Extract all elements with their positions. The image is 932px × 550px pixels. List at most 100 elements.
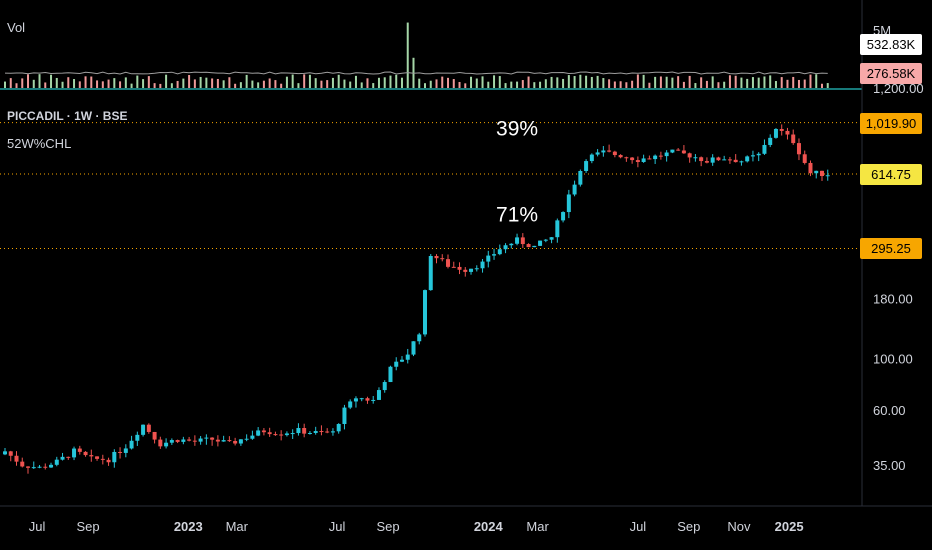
volume-bar <box>619 81 622 88</box>
candle-body <box>710 157 715 163</box>
volume-bar <box>78 81 81 88</box>
x-tick-label: Jul <box>29 519 46 534</box>
volume-bar <box>38 74 41 88</box>
candle-body <box>446 259 451 267</box>
candle-body <box>54 459 59 465</box>
candle-body <box>480 261 485 269</box>
candle-body <box>515 237 520 244</box>
volume-bar <box>573 76 576 88</box>
volume-bar <box>671 77 674 88</box>
volume-bar <box>303 74 306 88</box>
volume-bar <box>257 82 260 88</box>
symbol-title[interactable]: PICCADIL · 1W · BSE <box>7 109 128 123</box>
volume-bar <box>354 75 357 88</box>
candle-body <box>503 245 508 250</box>
volume-bar <box>550 76 553 88</box>
volume-bar <box>654 76 657 88</box>
volume-bar <box>61 81 64 88</box>
volume-bar <box>441 76 444 88</box>
volume-bar <box>222 80 225 88</box>
volume-bar <box>67 77 70 88</box>
volume-bar <box>608 79 611 88</box>
candle-body <box>296 428 301 434</box>
volume-bar <box>234 83 237 88</box>
volume-bar <box>424 83 426 88</box>
volume-bar <box>280 83 283 88</box>
candle-body <box>411 341 416 355</box>
volume-bar <box>705 80 708 88</box>
volume-bar <box>406 22 409 88</box>
candle-body <box>14 455 19 462</box>
candle-body <box>509 243 514 246</box>
candle-body <box>376 390 381 400</box>
volume-bar <box>602 78 605 88</box>
candle-body <box>802 154 807 163</box>
volume-bar <box>176 80 179 88</box>
volume-bar <box>539 81 542 88</box>
candle-body <box>181 439 186 442</box>
candle-body <box>60 456 65 460</box>
volume-bar <box>418 78 421 88</box>
candle-body <box>549 237 554 240</box>
candle-body <box>756 153 761 156</box>
volume-bars <box>4 22 829 88</box>
x-tick-label: Nov <box>727 519 751 534</box>
volume-bar <box>262 80 265 88</box>
volume-bar <box>562 78 565 88</box>
candle-body <box>745 156 750 162</box>
candle-body <box>681 150 686 154</box>
candle-body <box>434 255 439 259</box>
candle-body <box>595 152 600 155</box>
volume-bar <box>9 78 12 88</box>
candle-body <box>135 434 140 441</box>
candle-body <box>238 439 243 444</box>
volume-bar <box>4 81 6 88</box>
x-tick-label: Jul <box>630 519 647 534</box>
candle-body <box>543 239 548 241</box>
volume-bar <box>216 78 219 88</box>
candle-body <box>716 157 721 161</box>
volume-bar <box>268 78 271 88</box>
volume-bar <box>820 83 823 88</box>
y-tick-label: 180.00 <box>873 292 913 307</box>
candle-body <box>371 399 376 401</box>
candle-body <box>463 269 468 272</box>
volume-bar <box>636 74 639 88</box>
candle-body <box>100 458 105 460</box>
volume-badge: 276.58K <box>860 63 922 84</box>
candle-body <box>112 451 117 463</box>
volume-bar <box>452 79 455 88</box>
candle-body <box>353 398 358 402</box>
volume-bar <box>631 80 634 88</box>
candle-body <box>284 433 289 436</box>
indicator-label[interactable]: 52W%CHL <box>7 136 72 151</box>
x-tick-label: Jul <box>329 519 346 534</box>
volume-bar <box>809 74 812 88</box>
candle-body <box>152 431 157 440</box>
y-tick-label: 60.00 <box>873 403 906 418</box>
x-tick-label: Sep <box>76 519 99 534</box>
candle-body <box>336 424 341 432</box>
volume-bar <box>96 80 99 88</box>
volume-bar <box>142 79 145 88</box>
candle-body <box>210 437 215 440</box>
candle-body <box>457 266 462 270</box>
candle-body <box>417 334 422 342</box>
volume-bar <box>147 76 150 88</box>
volume-bar <box>700 77 703 88</box>
candle-body <box>785 130 790 135</box>
candle-body <box>791 134 796 144</box>
candle-body <box>819 170 824 177</box>
volume-bar <box>326 80 329 88</box>
candle-body <box>676 149 681 151</box>
volume-bar <box>504 83 507 88</box>
volume-bar <box>107 79 110 88</box>
volume-bar <box>516 81 519 88</box>
volume-bar <box>349 81 352 88</box>
candle-body <box>359 398 364 400</box>
candle-body <box>72 448 77 458</box>
candle-body <box>733 159 738 163</box>
candle-body <box>693 157 698 159</box>
volume-bar <box>746 78 749 88</box>
